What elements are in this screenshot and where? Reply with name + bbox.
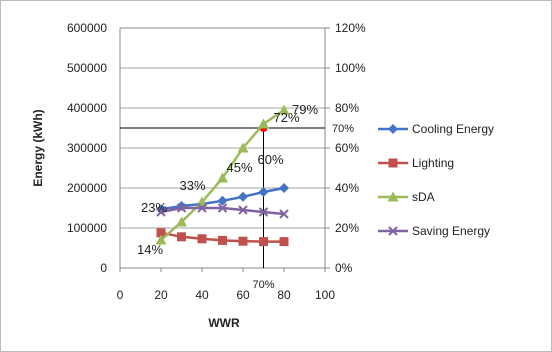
series-layer <box>155 104 290 247</box>
y-tick-label: 100000 <box>67 221 107 235</box>
data-label: 23% <box>141 200 167 215</box>
x-axis-title: WWR <box>208 316 240 330</box>
series-sda <box>155 104 290 245</box>
reference-lines: 70% 70% <box>120 123 354 291</box>
data-point <box>278 104 290 115</box>
y-tick-label: 600000 <box>67 21 107 35</box>
reference-y-label: 70% <box>332 123 354 135</box>
y-tick-label: 300000 <box>67 141 107 155</box>
data-point <box>388 124 398 134</box>
data-label: 14% <box>137 242 163 257</box>
x-tick-label: 60 <box>236 288 250 302</box>
series-saving-energy <box>156 203 289 219</box>
data-point <box>217 172 228 183</box>
legend: Cooling Energy Lighting sDA Saving Energy <box>378 122 494 238</box>
data-labels: 14% 23% 33% 45% 60% 72%79% <box>137 102 318 257</box>
data-point <box>259 237 268 247</box>
legend-item: Saving Energy <box>378 224 490 238</box>
data-point <box>238 205 248 215</box>
y2-tick-label: 60% <box>335 141 359 155</box>
data-point <box>279 237 289 247</box>
legend-item: Lighting <box>378 156 454 170</box>
data-label: 72% <box>274 110 300 125</box>
data-label: 79% <box>292 102 318 117</box>
y2-tick-label: 40% <box>335 181 359 195</box>
data-point <box>388 158 398 168</box>
y2-tick-label: 20% <box>335 221 359 235</box>
legend-item: sDA <box>378 190 435 204</box>
x-tick-label: 20 <box>154 288 168 302</box>
data-point <box>176 216 187 227</box>
x-tick-label: 0 <box>117 288 124 302</box>
y-tick-label: 500000 <box>67 61 107 75</box>
data-point <box>237 142 249 153</box>
y-tick-label: 400000 <box>67 101 107 115</box>
legend-label: Cooling Energy <box>412 122 494 136</box>
data-point <box>238 191 248 202</box>
data-point <box>279 209 289 219</box>
data-point <box>279 183 289 193</box>
data-point <box>258 187 269 197</box>
data-point <box>156 207 166 217</box>
gridlines <box>120 67 325 229</box>
legend-label: Saving Energy <box>412 224 490 238</box>
y-tick-label: 0 <box>100 261 107 275</box>
y-axis-title: Energy (kWh) <box>31 109 45 186</box>
data-point <box>258 118 269 129</box>
x-tick-label: 100 <box>315 288 335 302</box>
legend-label: sDA <box>412 190 435 204</box>
y-tick-label: 200000 <box>67 181 107 195</box>
data-point <box>197 234 207 244</box>
legend-item: Cooling Energy <box>378 122 494 136</box>
data-point <box>238 236 248 246</box>
y2-tick-label: 0% <box>335 261 353 275</box>
reference-x-label: 70% <box>252 279 274 291</box>
data-point <box>177 232 186 242</box>
data-label: 33% <box>180 178 206 193</box>
y2-tick-label: 80% <box>335 101 359 115</box>
data-point <box>197 203 207 213</box>
legend-label: Lighting <box>412 156 454 170</box>
series-lighting <box>156 228 289 247</box>
data-label: 45% <box>227 160 253 175</box>
data-point <box>217 195 228 206</box>
axes: 0 100000 200000 300000 400000 500000 600000 0% 2… <box>67 21 366 302</box>
y2-tick-label: 120% <box>335 21 366 35</box>
x-tick-label: 80 <box>277 288 291 302</box>
x-tick-label: 40 <box>195 288 209 302</box>
data-point <box>388 226 398 236</box>
data-label: 60% <box>258 152 284 167</box>
data-point <box>176 203 187 213</box>
data-point <box>156 228 166 238</box>
y2-tick-label: 100% <box>335 61 366 75</box>
data-point <box>217 203 228 213</box>
data-point <box>258 207 269 217</box>
data-point <box>218 235 227 245</box>
data-point <box>387 191 399 202</box>
data-point <box>155 234 167 245</box>
